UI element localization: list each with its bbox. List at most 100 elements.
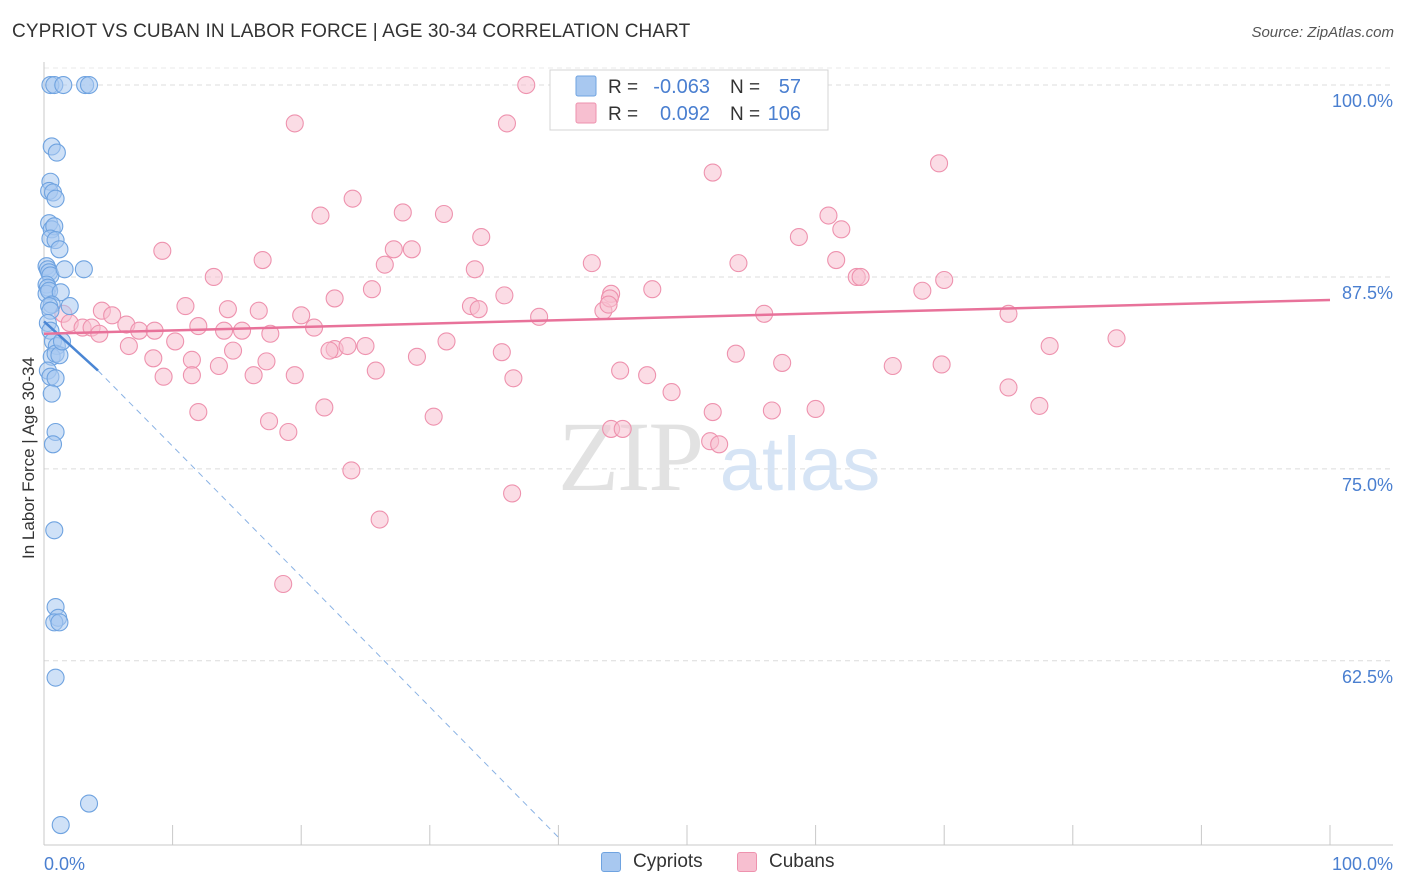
y-tick-label-2: 87.5% (1342, 283, 1393, 303)
cuban-point-53 (261, 324, 280, 343)
cuban-point-51 (214, 321, 234, 340)
cuban-point-98 (806, 399, 825, 419)
cuban-point-82 (285, 366, 304, 385)
cuban-point-99 (1030, 396, 1049, 415)
cuban-point-85 (611, 361, 630, 380)
legend-n-value-1: 57 (779, 76, 801, 98)
cuban-point-7 (311, 206, 330, 225)
cuban-point-21 (827, 251, 846, 270)
cuban-point-103 (503, 484, 522, 503)
cuban-point-89 (189, 402, 208, 422)
cuban-point-57 (437, 332, 456, 351)
cypriot-point-21 (55, 260, 74, 279)
cuban-point-72 (407, 347, 426, 366)
cuban-point-59 (599, 295, 618, 314)
cuban-point-10 (819, 206, 838, 225)
y-tick-label-3: 100.0% (1332, 91, 1393, 111)
gridlines (44, 67, 1393, 662)
cuban-point-27 (643, 280, 662, 299)
cuban-point-19 (582, 254, 601, 273)
cubans-points (54, 75, 1126, 594)
cuban-point-90 (259, 412, 279, 431)
legend-r-value-1: -0.063 (653, 76, 710, 98)
series-legend: Cypriots Cubans (0, 851, 1406, 879)
cuban-point-9 (832, 220, 851, 239)
y-axis-label: In Labor Force | Age 30-34 (19, 357, 38, 559)
cuban-point-18 (465, 260, 484, 279)
cuban-point-1 (285, 114, 304, 133)
cuban-point-49 (166, 332, 185, 351)
legend-swatch-cubans (737, 852, 757, 872)
watermark-zip: ZIP (558, 401, 702, 512)
cuban-point-81 (244, 366, 263, 385)
cuban-point-74 (638, 366, 657, 385)
cypriot-point-27 (51, 283, 70, 302)
cuban-point-88 (1040, 336, 1059, 356)
cypriot-point-46 (45, 521, 64, 540)
cuban-point-78 (883, 356, 902, 376)
cuban-point-11 (789, 227, 808, 247)
y-tick-labels: 62.5% 75.0% 87.5% 100.0% (1332, 91, 1393, 687)
cypriot-point-51 (46, 668, 65, 687)
cypriot-point-6 (47, 143, 66, 162)
legend-swatch-cypriots (575, 75, 597, 97)
cuban-point-69 (257, 352, 276, 371)
cuban-point-67 (209, 356, 228, 376)
cypriot-point-50 (50, 613, 69, 632)
cuban-point-15 (402, 240, 421, 259)
cypriots-trend-extension (97, 370, 559, 838)
cuban-point-101 (710, 435, 729, 454)
x-tick-label-1: 100.0% (1332, 854, 1393, 874)
cuban-point-52 (232, 321, 252, 340)
cuban-point-65 (144, 349, 163, 368)
cuban-point-68 (223, 341, 243, 360)
cuban-point-39 (935, 270, 954, 290)
cuban-point-66 (182, 350, 201, 369)
cypriot-point-52 (79, 794, 99, 813)
cuban-point-32 (292, 306, 311, 325)
cuban-point-25 (495, 286, 514, 305)
legend-item-cubans[interactable]: Cubans (737, 851, 835, 873)
cypriot-point-53 (51, 815, 70, 835)
y-tick-label-0: 62.5% (1342, 667, 1393, 687)
cypriot-point-4 (79, 75, 99, 95)
cuban-point-29 (176, 297, 195, 316)
cypriot-point-22 (74, 260, 93, 279)
legend-r-label-1: R = (608, 77, 638, 98)
x-tick-labels: 0.0% 100.0% (44, 854, 1393, 874)
legend-swatch-cubans (575, 102, 597, 124)
cuban-point-50 (189, 317, 208, 336)
cubans-trend-line (43, 298, 1331, 335)
cuban-point-0 (517, 75, 536, 95)
cuban-point-28 (851, 267, 870, 286)
cuban-point-95 (613, 419, 632, 438)
cypriot-point-39 (52, 332, 72, 351)
legend-label-cubans: Cubans (769, 851, 835, 872)
cuban-point-96 (703, 402, 722, 422)
cypriot-point-31 (60, 297, 79, 316)
cuban-point-13 (153, 241, 172, 260)
cypriot-point-16 (50, 240, 69, 259)
cuban-point-80 (182, 366, 201, 385)
cuban-point-104 (370, 510, 389, 529)
legend-label-cypriots: Cypriots (633, 851, 703, 872)
cuban-point-33 (325, 289, 344, 308)
correlation-legend: R = -0.063 N = 57 R = 0.092 N = 106 (549, 69, 829, 131)
cuban-point-12 (472, 227, 491, 247)
cuban-point-75 (662, 383, 681, 402)
cuban-point-20 (729, 254, 748, 273)
cuban-point-23 (204, 267, 223, 286)
trend-lines (43, 298, 1331, 838)
cuban-point-86 (932, 355, 951, 374)
legend-item-cypriots[interactable]: Cypriots (601, 851, 703, 873)
cuban-point-24 (362, 280, 381, 299)
cuban-point-92 (315, 398, 334, 417)
cypriot-point-2 (54, 75, 73, 95)
legend-n-value-2: 106 (768, 103, 801, 125)
cuban-point-102 (342, 461, 361, 480)
cypriots-points (37, 75, 99, 835)
cuban-point-17 (375, 255, 394, 274)
cuban-point-5 (343, 189, 362, 208)
cuban-point-14 (384, 240, 403, 259)
